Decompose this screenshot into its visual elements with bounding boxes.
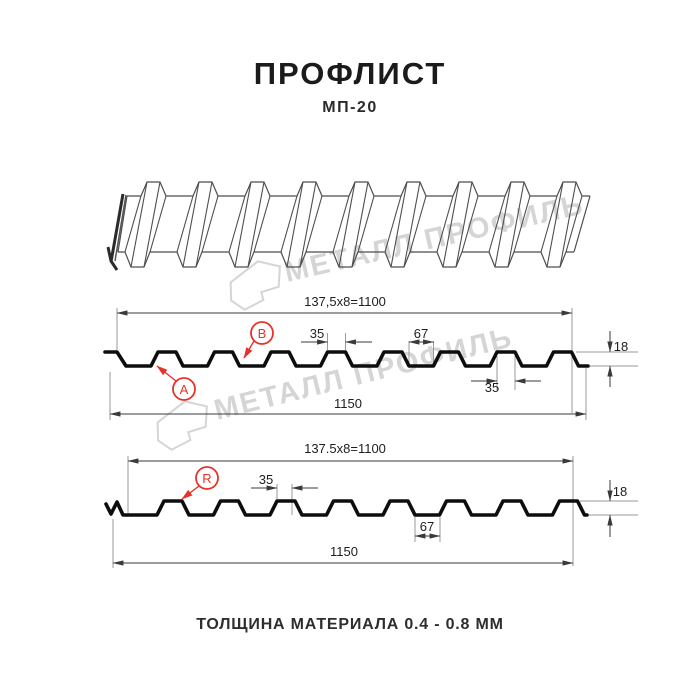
- watermark-text: МЕТАЛЛ ПРОФИЛЬ: [281, 189, 587, 289]
- valley-width-label: 67: [414, 326, 428, 341]
- watermarks: МЕТАЛЛ ПРОФИЛЬ МЕТАЛЛ ПРОФИЛЬ: [156, 189, 587, 451]
- brand-logo-icon: [229, 260, 281, 311]
- sheet-3d-left-face-edge: [117, 195, 128, 253]
- marker-a-circle: [172, 377, 196, 401]
- profile-front-outline: [103, 350, 590, 368]
- marker-b-label: B: [258, 326, 267, 341]
- sheet-3d-left-cut-inner: [114, 194, 127, 262]
- marker-b-circle: [250, 321, 274, 345]
- sheet-3d-far-edge: [127, 181, 590, 197]
- brand-logo-icon: [156, 400, 208, 451]
- profile-reverse-outline: [104, 499, 589, 517]
- extension-lines: [112, 456, 638, 568]
- pitch-dimension-label: 137.5x8=1100: [304, 441, 386, 456]
- marker-b-leader: [243, 340, 255, 359]
- point-marker-r: R: [181, 466, 219, 500]
- overall-width-label: 1150: [334, 396, 362, 411]
- point-marker-b: B: [243, 321, 274, 359]
- sheet-3d-right-cut-edge: [573, 195, 591, 253]
- sheet-3d-view: [106, 181, 591, 271]
- marker-r-label: R: [202, 471, 211, 486]
- rib-top-width-label-2: 35: [485, 380, 499, 395]
- point-marker-a: A: [156, 365, 196, 401]
- profile-front-view: 137,5x8=1100 1150 35 67 35 18 A B: [103, 294, 638, 420]
- rib-top-width-label: 35: [259, 472, 273, 487]
- overall-width-label: 1150: [330, 544, 358, 559]
- product-code: МП-20: [322, 99, 378, 116]
- profile-reverse-view: 137.5x8=1100 1150 35 67 18 R: [104, 441, 638, 568]
- material-thickness-note: ТОЛЩИНА МАТЕРИАЛА 0.4 - 0.8 ММ: [196, 616, 504, 633]
- profile-height-label: 18: [613, 484, 627, 499]
- sheet-3d-rib-lines: [124, 181, 583, 268]
- profile-height-label: 18: [614, 339, 628, 354]
- sheet-3d-left-cut-edge: [106, 193, 125, 271]
- rib-top-width-label: 35: [310, 326, 324, 341]
- sheet-3d-near-edge: [118, 251, 574, 268]
- marker-a-label: A: [180, 382, 189, 397]
- marker-r-leader: [181, 485, 200, 500]
- page-title: ПРОФЛИСТ: [253, 56, 447, 91]
- marker-a-leader: [156, 365, 177, 382]
- marker-r-circle: [195, 466, 219, 490]
- valley-width-label: 67: [420, 519, 434, 534]
- pitch-dimension-label: 137,5x8=1100: [304, 294, 386, 309]
